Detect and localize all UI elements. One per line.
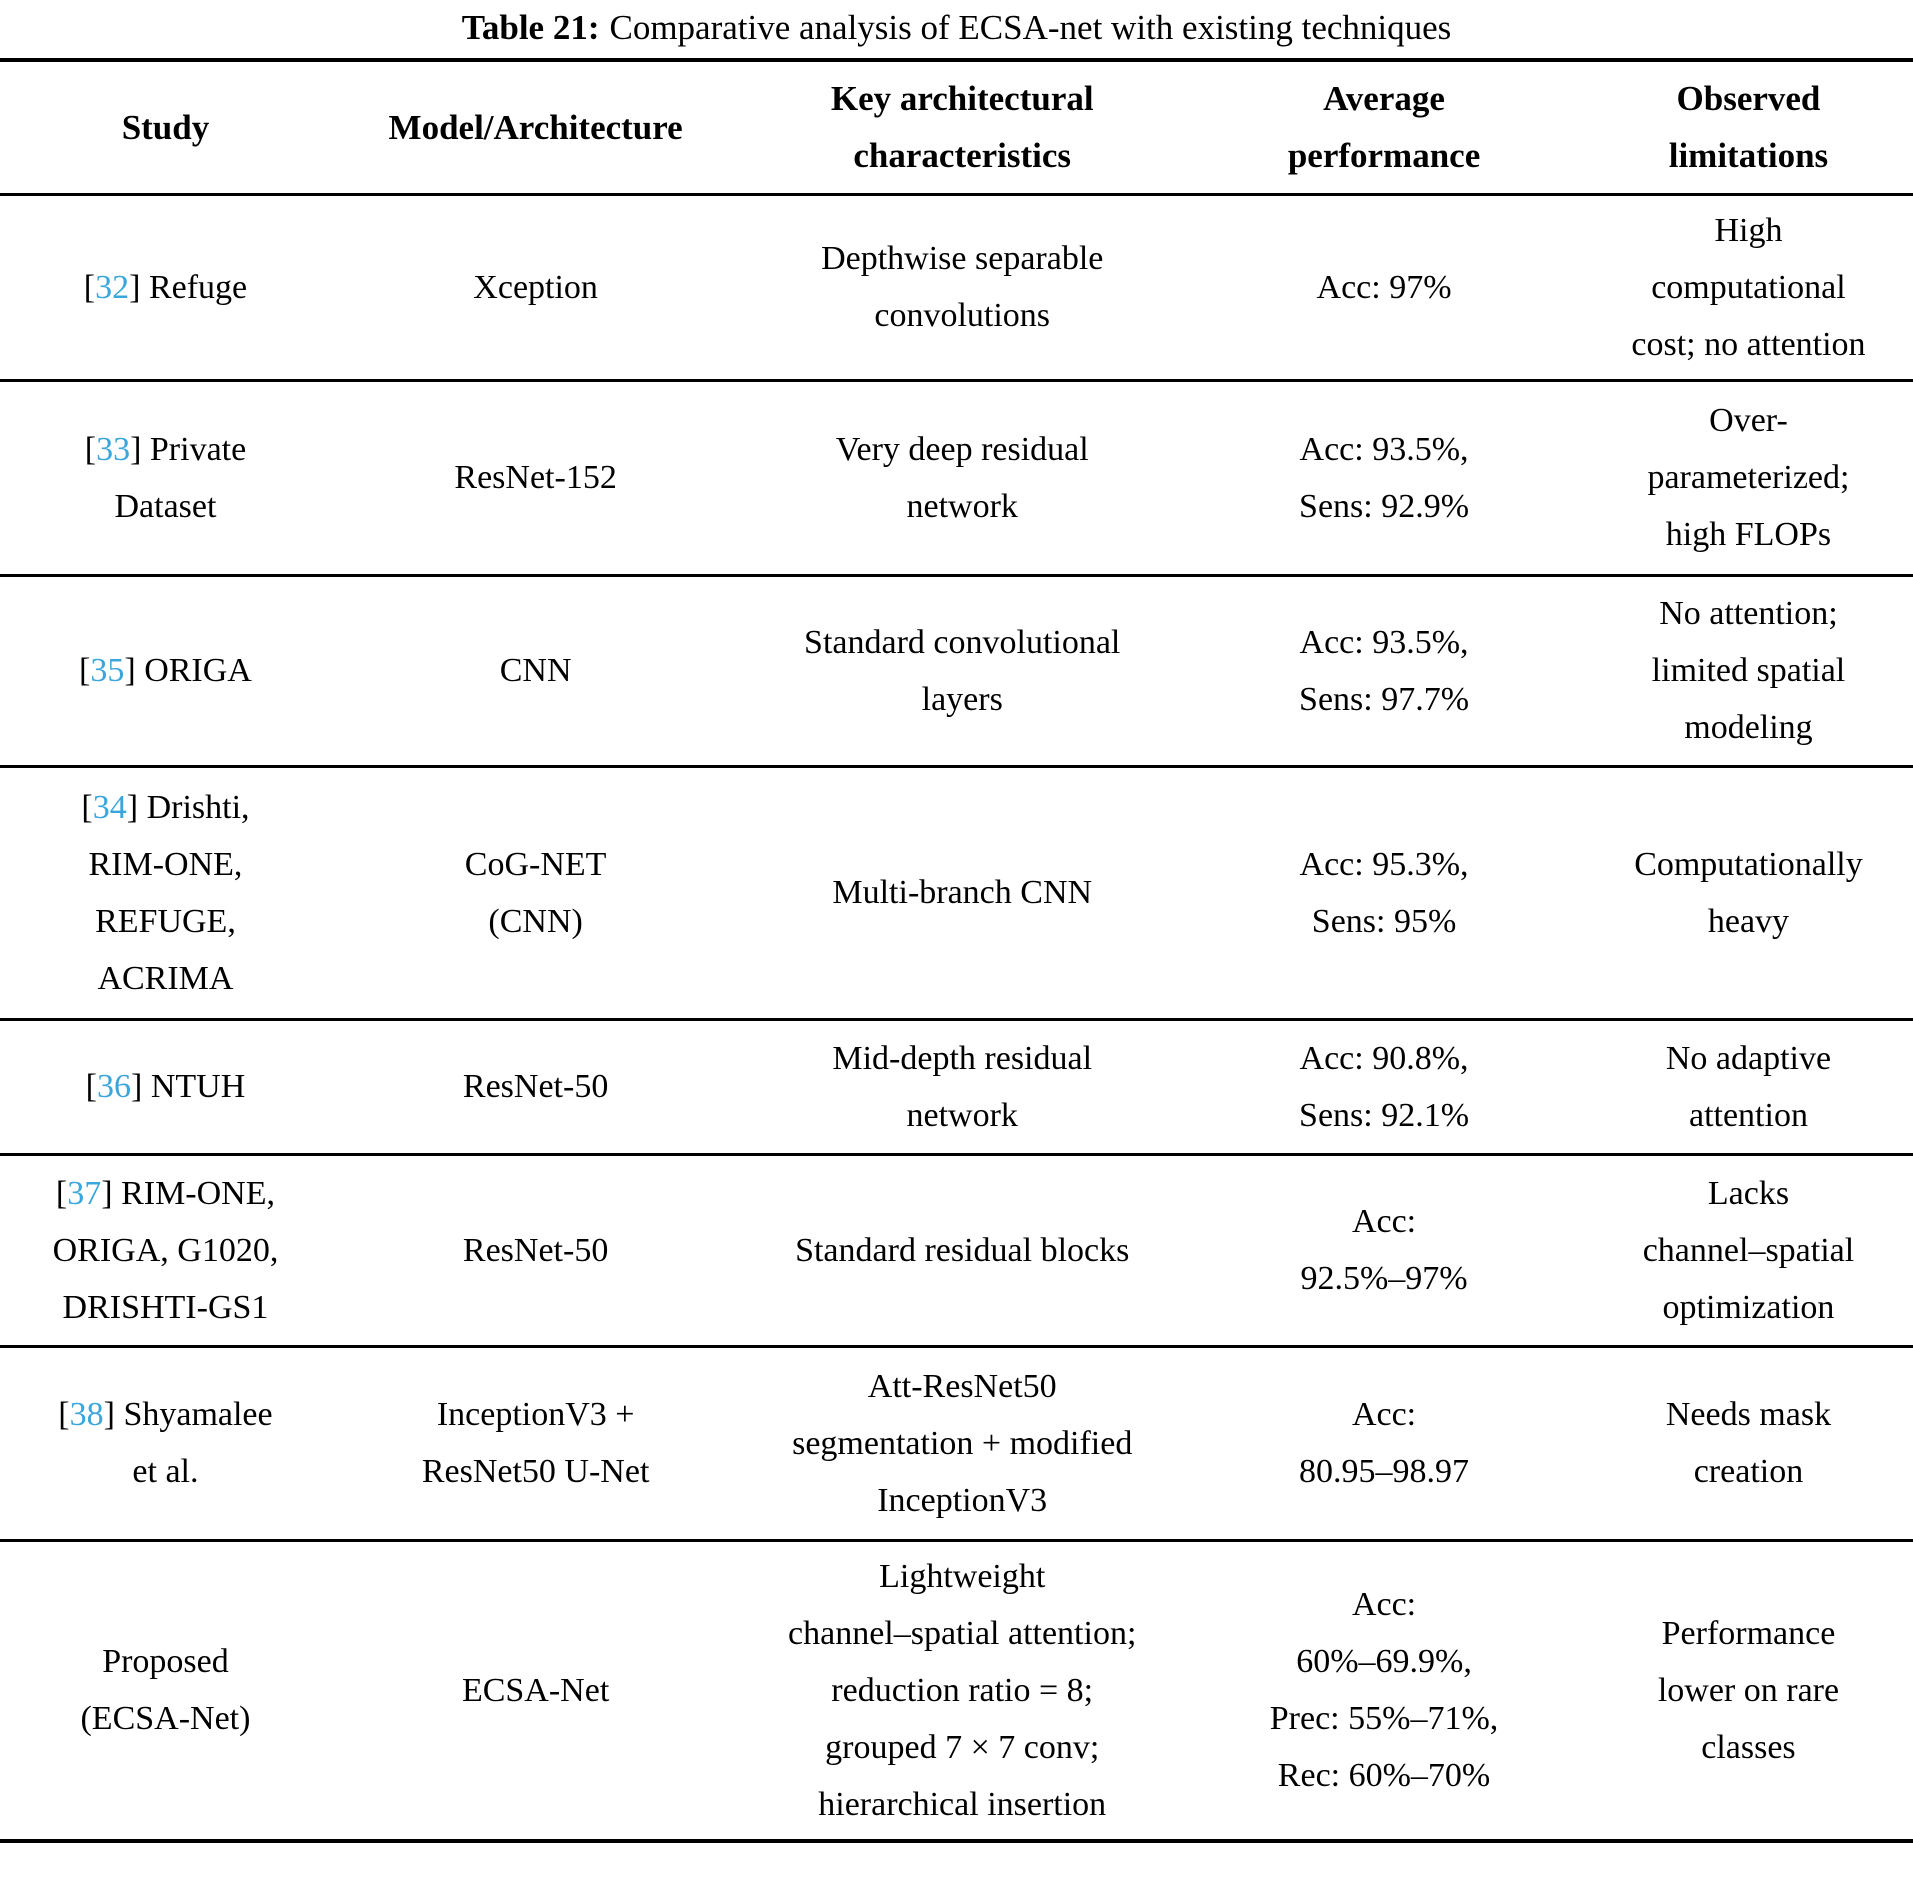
citation-bracket: ] bbox=[130, 430, 142, 468]
study-label: Refuge bbox=[148, 268, 248, 306]
model-cell: ResNet-50 bbox=[462, 1068, 609, 1105]
model-cell: ECSA-Net bbox=[461, 1671, 610, 1709]
study-label: ORIGA bbox=[144, 652, 252, 689]
citation-number[interactable]: 35 bbox=[90, 652, 125, 689]
study-cell: [37] RIM-ONE, ORIGA, G1020, DRISHTI-GS1 bbox=[0, 1154, 331, 1346]
model-cell: CoG-NET (CNN) bbox=[464, 845, 607, 940]
study-label: Private Dataset bbox=[114, 430, 247, 525]
characteristics-cell: Att-ResNet50 segmentation + modified Inc… bbox=[792, 1367, 1133, 1519]
citation-bracket: [ bbox=[85, 1068, 97, 1105]
performance-cell: Acc: 90.8%, Sens: 92.1% bbox=[1299, 1039, 1470, 1134]
table-row: [36] NTUH ResNet-50 Mid-depth residual n… bbox=[0, 1019, 1913, 1154]
table-row: [34] Drishti, RIM-ONE, REFUGE, ACRIMA Co… bbox=[0, 766, 1913, 1019]
characteristics-cell: Very deep residual network bbox=[835, 430, 1089, 525]
citation-bracket: [ bbox=[84, 430, 97, 468]
performance-cell: Acc: 92.5%–97% bbox=[1300, 1203, 1468, 1297]
citation-bracket: ] bbox=[101, 1174, 113, 1212]
citation-bracket: [ bbox=[58, 1396, 70, 1433]
performance-cell: Acc: 97% bbox=[1316, 268, 1452, 306]
characteristics-cell: Mid-depth residual network bbox=[832, 1039, 1093, 1134]
model-cell: InceptionV3 + ResNet50 U-Net bbox=[421, 1396, 650, 1490]
citation-ref[interactable]: [32] bbox=[84, 269, 141, 306]
table-row: Proposed (ECSA-Net) ECSA-Net Lightweight… bbox=[0, 1540, 1913, 1841]
table-caption-text: Comparative analysis of ECSA-net with ex… bbox=[609, 8, 1452, 47]
citation-bracket: ] bbox=[124, 652, 136, 689]
citation-number[interactable]: 34 bbox=[92, 788, 127, 826]
limitations-cell: Lacks channel–spatial optimization bbox=[1642, 1174, 1855, 1326]
characteristics-cell: Depthwise separable convolutions bbox=[821, 240, 1104, 334]
study-cell: [38] Shyamalee et al. bbox=[0, 1346, 331, 1540]
citation-ref[interactable]: [33] bbox=[85, 431, 142, 468]
study-label: RIM-ONE, ORIGA, G1020, DRISHTI-GS1 bbox=[52, 1174, 279, 1326]
model-cell: Xception bbox=[473, 268, 598, 306]
study-cell: [35] ORIGA bbox=[0, 575, 331, 766]
study-label: Drishti, RIM-ONE, REFUGE, ACRIMA bbox=[88, 788, 250, 997]
model-cell: CNN bbox=[499, 652, 572, 689]
study-label: Shyamalee et al. bbox=[123, 1396, 273, 1490]
performance-cell: Acc: 80.95–98.97 bbox=[1299, 1396, 1470, 1490]
study-cell: [36] NTUH bbox=[0, 1019, 331, 1154]
performance-cell: Acc: 93.5%, Sens: 92.9% bbox=[1299, 430, 1470, 525]
table-row: [33] Private Dataset ResNet-152 Very dee… bbox=[0, 380, 1913, 575]
citation-ref[interactable]: [36] bbox=[86, 1068, 143, 1105]
performance-cell: Acc: 93.5%, Sens: 97.7% bbox=[1299, 623, 1470, 718]
table-row: [38] Shyamalee et al. InceptionV3 + ResN… bbox=[0, 1346, 1913, 1540]
column-header-study: Study bbox=[121, 107, 210, 147]
column-header-key-characteristics: Key architectural characteristics bbox=[830, 79, 1094, 176]
characteristics-cell: Lightweight channel–spatial attention; r… bbox=[788, 1557, 1137, 1823]
citation-number[interactable]: 33 bbox=[96, 430, 131, 468]
study-label: Proposed (ECSA-Net) bbox=[80, 1643, 251, 1737]
citation-bracket: ] bbox=[103, 1396, 115, 1433]
table-caption: Table 21: Comparative analysis of ECSA-ne… bbox=[0, 0, 1913, 58]
table-caption-number: Table 21: bbox=[461, 8, 600, 47]
citation-bracket: ] bbox=[126, 788, 139, 826]
limitations-cell: No attention; limited spatial modeling bbox=[1651, 595, 1846, 746]
citation-bracket: [ bbox=[81, 788, 93, 826]
limitations-cell: High computational cost; no attention bbox=[1631, 211, 1866, 363]
limitations-cell: Needs mask creation bbox=[1665, 1396, 1832, 1490]
table-row: [35] ORIGA CNN Standard convolutional la… bbox=[0, 575, 1913, 766]
citation-bracket: [ bbox=[79, 652, 91, 689]
characteristics-cell: Standard residual blocks bbox=[795, 1231, 1130, 1269]
performance-cell: Acc: 60%–69.9%, Prec: 55%–71%, Rec: 60%–… bbox=[1269, 1586, 1499, 1794]
limitations-cell: Performance lower on rare classes bbox=[1657, 1614, 1840, 1766]
column-header-observed-limitations: Observed limitations bbox=[1668, 79, 1829, 176]
citation-number[interactable]: 32 bbox=[95, 268, 130, 306]
citation-ref[interactable]: [35] bbox=[79, 652, 136, 689]
study-cell: [32] Refuge bbox=[0, 194, 331, 380]
citation-bracket: [ bbox=[55, 1174, 68, 1212]
citation-bracket: ] bbox=[129, 268, 141, 306]
performance-cell: Acc: 95.3%, Sens: 95% bbox=[1299, 845, 1469, 940]
column-header-average-performance: Average performance bbox=[1287, 79, 1481, 176]
citation-ref[interactable]: [37] bbox=[56, 1175, 113, 1212]
citation-ref[interactable]: [34] bbox=[81, 789, 138, 826]
characteristics-cell: Standard convolutional layers bbox=[804, 623, 1121, 718]
citation-number[interactable]: 36 bbox=[97, 1068, 131, 1105]
citation-bracket: ] bbox=[131, 1068, 143, 1105]
header-row: Study Model/Architecture Key architectur… bbox=[0, 60, 1913, 194]
limitations-cell: Computationally heavy bbox=[1634, 845, 1863, 940]
citation-ref[interactable]: [38] bbox=[58, 1396, 115, 1433]
comparison-table: Study Model/Architecture Key architectur… bbox=[0, 58, 1913, 1843]
column-header-model-architecture: Model/Architecture bbox=[388, 107, 683, 147]
characteristics-cell: Multi-branch CNN bbox=[832, 874, 1093, 911]
table-row: [37] RIM-ONE, ORIGA, G1020, DRISHTI-GS1 … bbox=[0, 1154, 1913, 1346]
model-cell: ResNet-152 bbox=[454, 459, 617, 496]
table-row: [32] Refuge Xception Depthwise separable… bbox=[0, 194, 1913, 380]
limitations-cell: Over- parameterized; high FLOPs bbox=[1647, 402, 1850, 553]
citation-number[interactable]: 37 bbox=[67, 1174, 102, 1212]
study-cell: [33] Private Dataset bbox=[0, 380, 331, 575]
model-cell: ResNet-50 bbox=[462, 1231, 609, 1269]
citation-bracket: [ bbox=[83, 268, 96, 306]
study-cell: [34] Drishti, RIM-ONE, REFUGE, ACRIMA bbox=[0, 766, 331, 1019]
limitations-cell: No adaptive attention bbox=[1665, 1039, 1832, 1134]
study-label: NTUH bbox=[150, 1068, 246, 1105]
citation-number[interactable]: 38 bbox=[69, 1396, 104, 1433]
study-cell: Proposed (ECSA-Net) bbox=[0, 1540, 331, 1841]
